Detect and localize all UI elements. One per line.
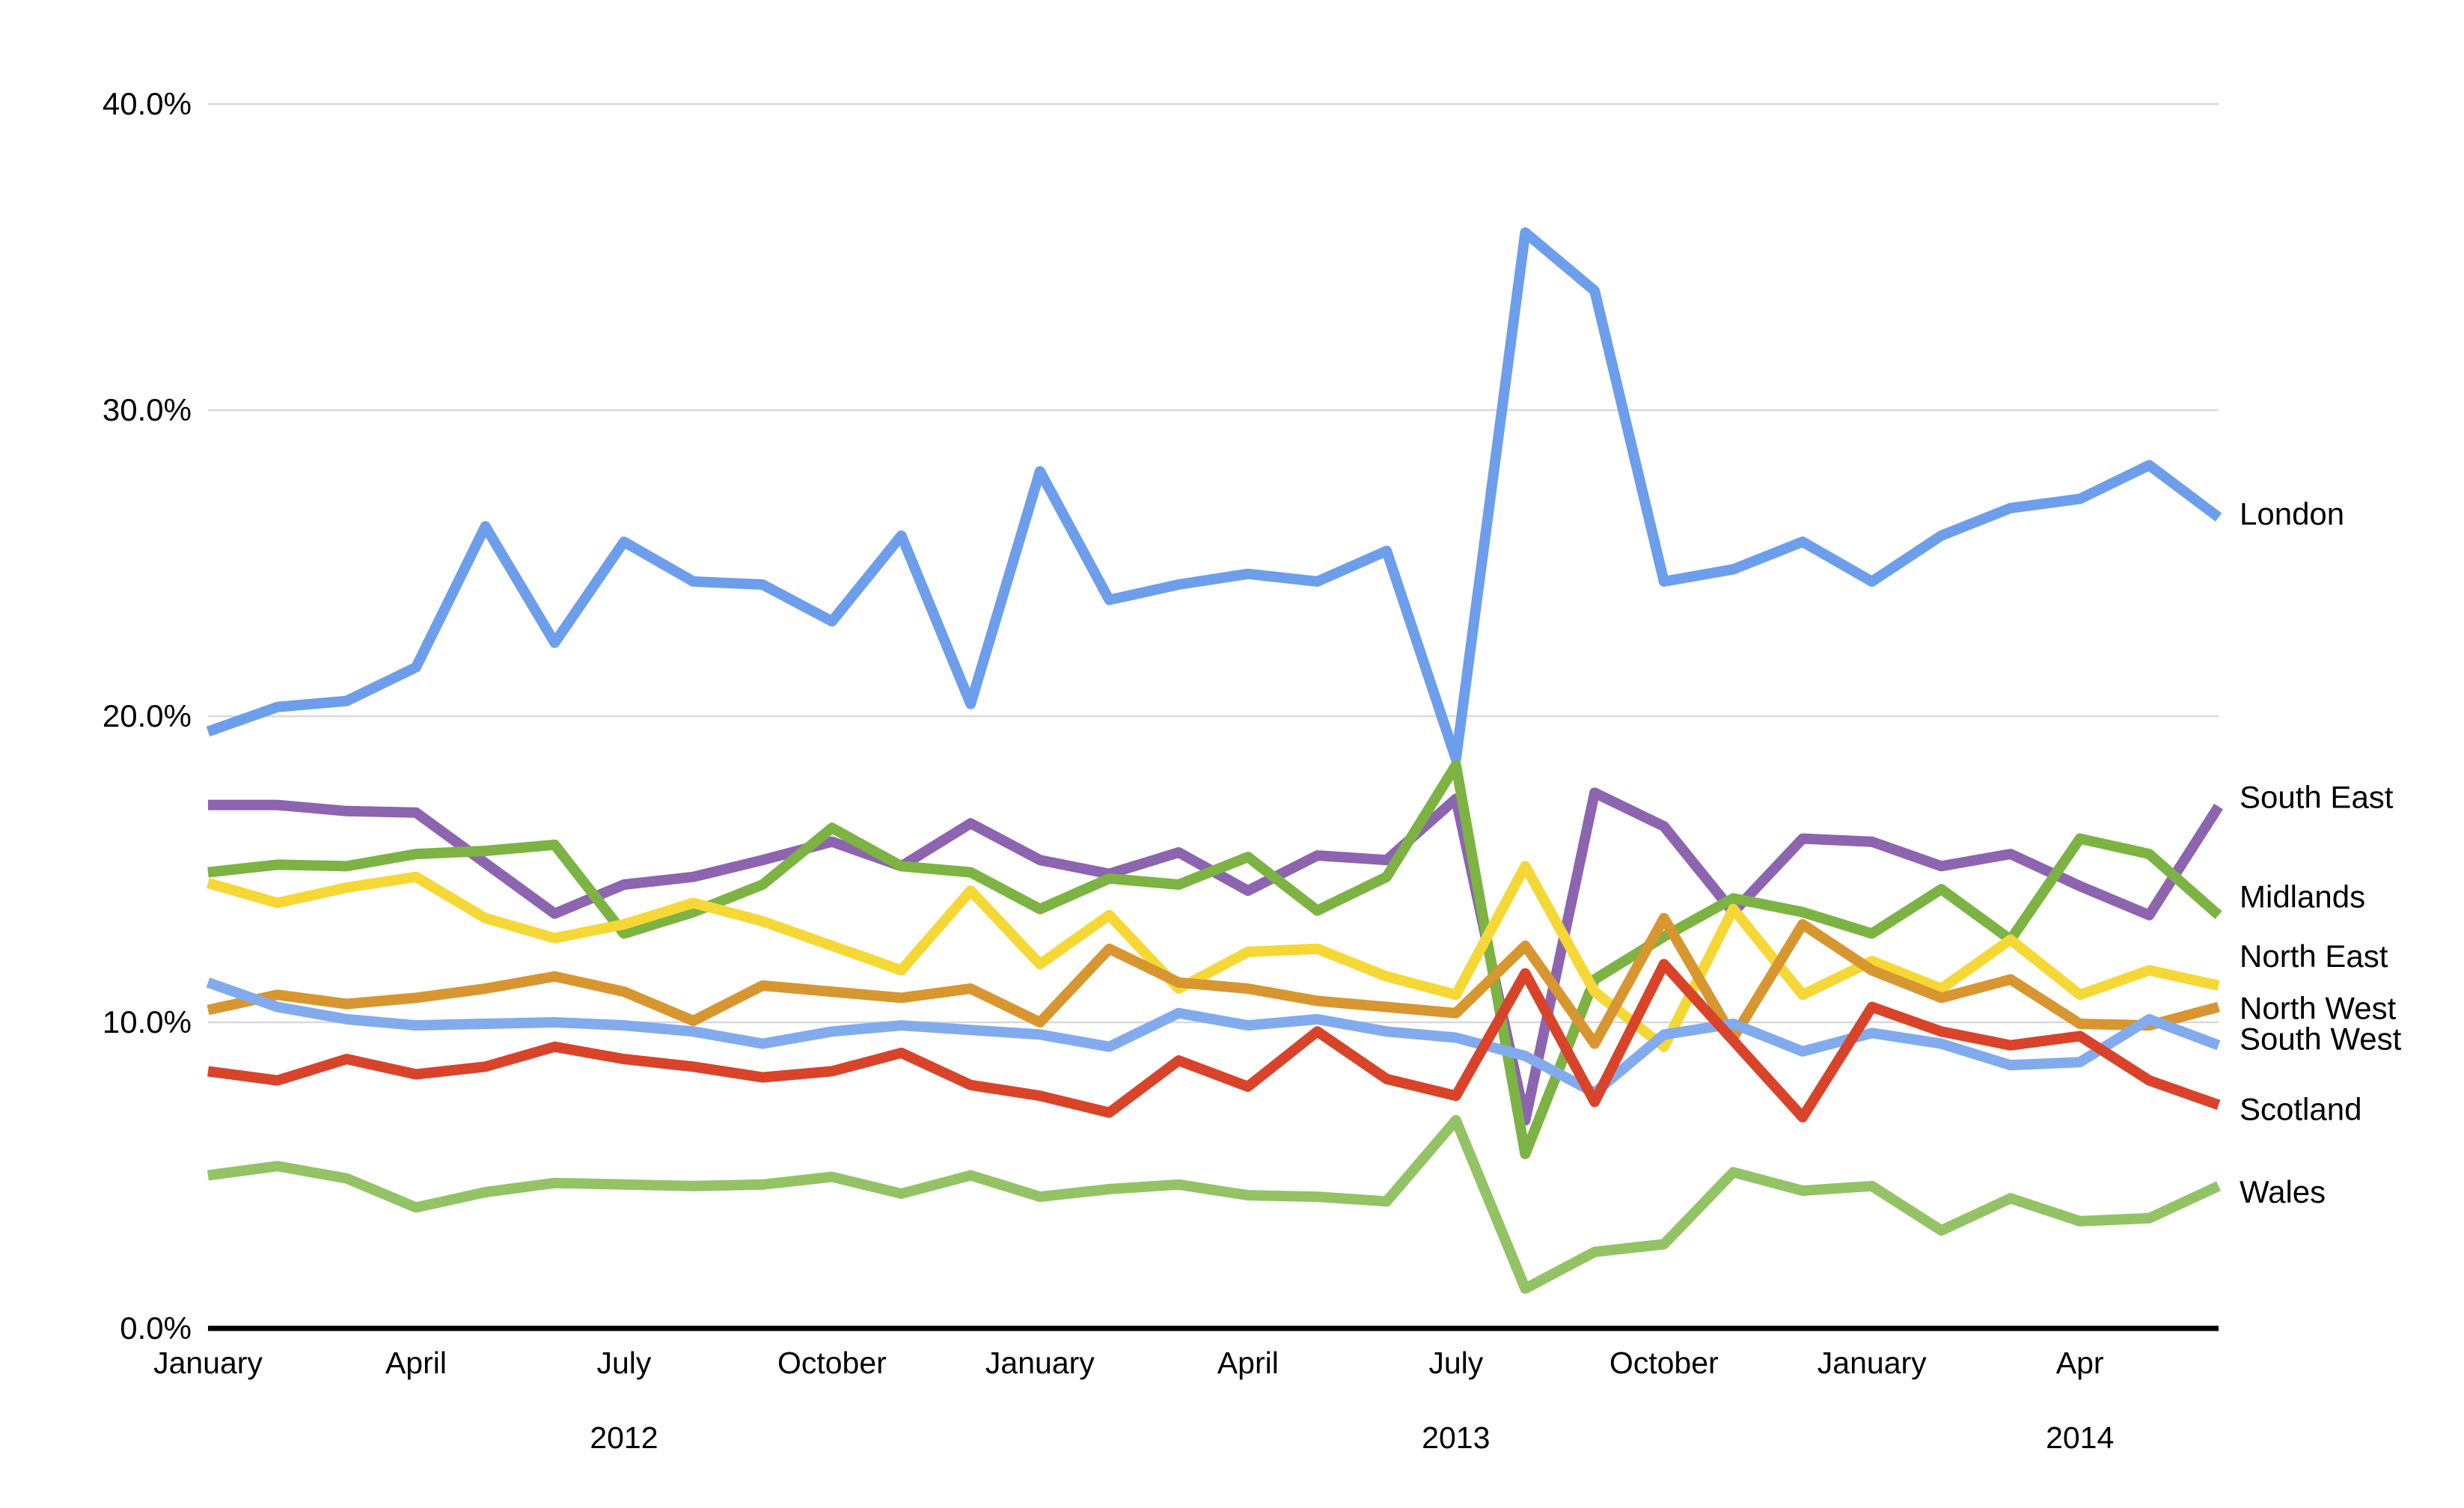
x-tick-label: October xyxy=(777,1346,887,1380)
y-tick-label-0: 0.0% xyxy=(120,1310,192,1346)
x-tick-label: Apr xyxy=(2056,1346,2104,1380)
series-label-north-east: North East xyxy=(2240,938,2388,974)
year-label-2013: 2013 xyxy=(1422,1420,1490,1455)
year-label-2012: 2012 xyxy=(590,1420,658,1455)
series-label-wales: Wales xyxy=(2240,1174,2326,1209)
series-line-south-west xyxy=(206,977,2221,1099)
series-label-north-west: North West xyxy=(2240,991,2397,1026)
year-label-2014: 2014 xyxy=(2046,1420,2114,1455)
x-tick-label: October xyxy=(1609,1346,1719,1380)
x-tick-label: April xyxy=(385,1346,447,1380)
series-line-north-east xyxy=(207,861,2220,1052)
series-line-scotland xyxy=(207,959,2221,1123)
series-line-midlands xyxy=(207,760,2222,1159)
y-tick-label-20: 20.0% xyxy=(103,698,192,733)
series-line-london xyxy=(206,227,2222,765)
y-tick-label-30: 30.0% xyxy=(103,392,192,427)
x-tick-label: July xyxy=(1428,1346,1483,1380)
y-tick-label-40: 40.0% xyxy=(103,86,192,121)
x-tick-label: January xyxy=(153,1346,263,1380)
series-label-south-east: South East xyxy=(2240,779,2394,814)
series-label-south-west: South West xyxy=(2240,1021,2402,1056)
x-tick-label: July xyxy=(596,1346,651,1380)
series-label-london: London xyxy=(2240,496,2344,531)
series-label-midlands: Midlands xyxy=(2240,879,2365,914)
x-tick-label: January xyxy=(1818,1346,1927,1380)
series-label-scotland: Scotland xyxy=(2240,1092,2361,1127)
x-tick-label: April xyxy=(1217,1346,1279,1380)
y-tick-label-10: 10.0% xyxy=(103,1004,192,1040)
series-line-north-west xyxy=(207,912,2220,1049)
x-tick-label: January xyxy=(985,1346,1095,1380)
series-line-wales xyxy=(207,1114,2221,1294)
